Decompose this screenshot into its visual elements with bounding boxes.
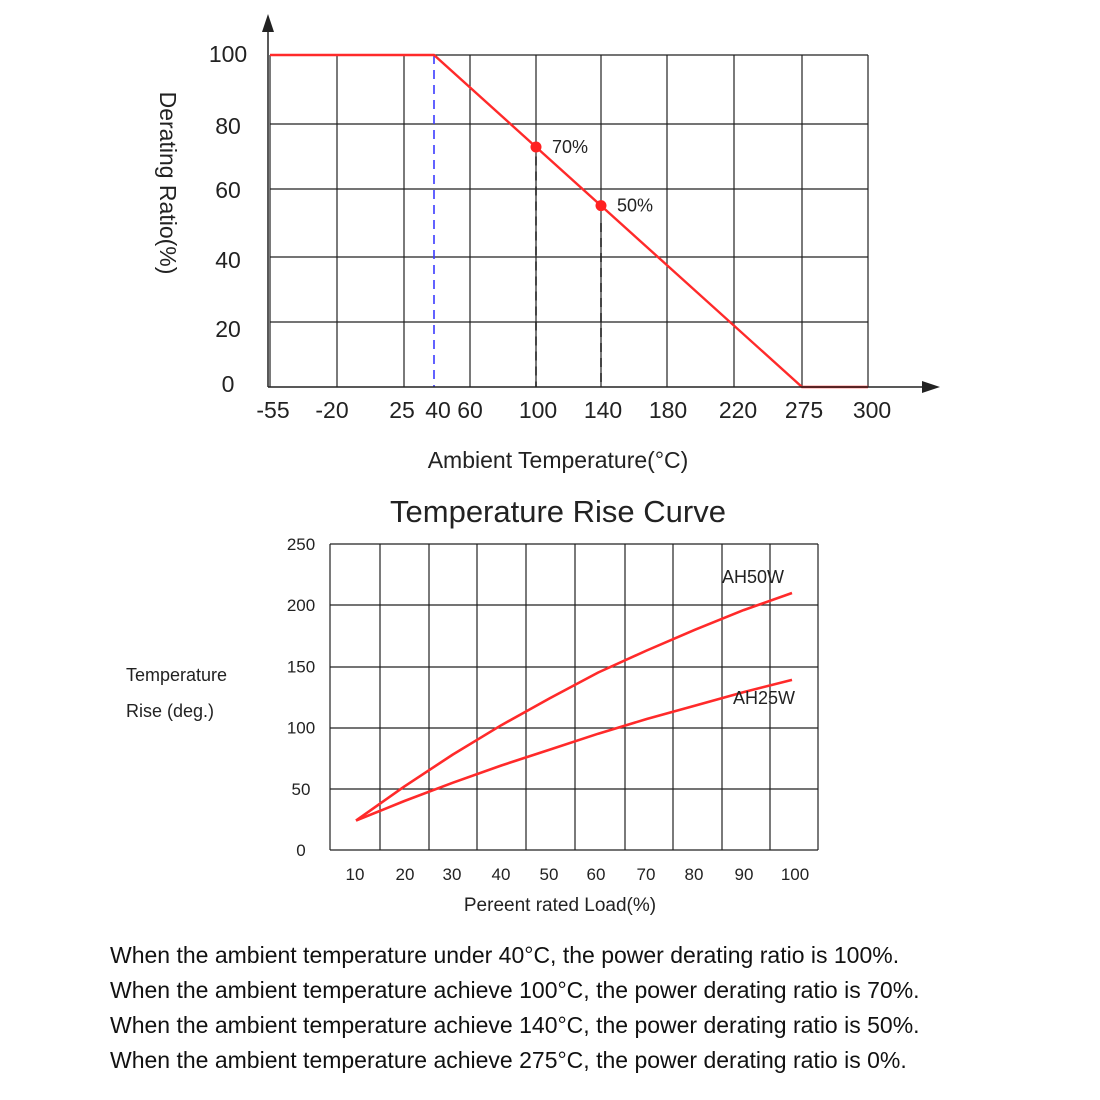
temperature-rise-chart: Temperature Rise Curve AH50W AH25W 10 20 30… bbox=[126, 494, 819, 916]
rise-x-ticks: 10 20 30 40 50 60 70 80 90 100 bbox=[346, 865, 810, 884]
derating-line bbox=[270, 53, 868, 389]
data-point-label: 50% bbox=[617, 196, 653, 216]
y-tick-label: 0 bbox=[222, 371, 235, 397]
x-tick-label: 25 bbox=[389, 397, 415, 423]
x-tick-label: 70 bbox=[637, 865, 656, 884]
rise-series-line bbox=[355, 678, 793, 822]
notes-list: When the ambient temperature under 40°C,… bbox=[110, 938, 920, 1078]
data-point-marker bbox=[530, 141, 542, 153]
series-label-ah50w: AH50W bbox=[722, 567, 784, 587]
derating-series bbox=[270, 53, 868, 389]
x-tick-label: 275 bbox=[785, 397, 823, 423]
rise-y-ticks: 0 50 100 150 200 250 bbox=[287, 535, 315, 860]
x-tick-label: 30 bbox=[443, 865, 462, 884]
rise-y-axis-label-line2: Rise (deg.) bbox=[126, 701, 214, 721]
data-point-label: 70% bbox=[552, 137, 588, 157]
x-tick-label: 50 bbox=[540, 865, 559, 884]
x-tick-label: 40 bbox=[492, 865, 511, 884]
temperature-rise-title: Temperature Rise Curve bbox=[390, 494, 726, 529]
x-tick-label: 100 bbox=[519, 397, 557, 423]
derating-x-axis-label: Ambient Temperature(°C) bbox=[428, 447, 689, 473]
x-tick-label: 100 bbox=[781, 865, 809, 884]
x-tick-label: 60 bbox=[457, 397, 483, 423]
y-tick-label: 60 bbox=[215, 177, 241, 203]
x-tick-label: -20 bbox=[315, 397, 348, 423]
derating-markers: 70% 50% bbox=[530, 137, 653, 216]
rise-grid bbox=[329, 543, 819, 851]
derating-chart: 70%50% -55 -20 25 40 60 100 140 180 220 275 300 02… bbox=[155, 14, 940, 473]
x-tick-label: -55 bbox=[256, 397, 289, 423]
y-tick-label: 50 bbox=[292, 780, 311, 799]
y-tick-label: 40 bbox=[215, 247, 241, 273]
rise-y-axis-label-line1: Temperature bbox=[126, 665, 227, 685]
x-tick-label: 220 bbox=[719, 397, 757, 423]
x-tick-label: 80 bbox=[685, 865, 704, 884]
x-tick-label: 60 bbox=[587, 865, 606, 884]
rise-series-labels: AH50W AH25W bbox=[722, 567, 795, 708]
y-tick-label: 0 bbox=[296, 841, 305, 860]
derating-reference-lines bbox=[433, 55, 602, 387]
y-tick-label: 150 bbox=[287, 657, 315, 676]
rise-x-axis-label: Pereent rated Load(%) bbox=[464, 895, 656, 916]
derating-grid bbox=[269, 54, 869, 387]
x-tick-label: 20 bbox=[396, 865, 415, 884]
derating-x-ticks: -55 -20 25 40 60 100 140 180 220 275 300 bbox=[256, 397, 891, 423]
x-tick-label: 10 bbox=[346, 865, 365, 884]
derating-y-axis-label: Derating Ratio(%) bbox=[155, 92, 181, 275]
data-point-marker bbox=[595, 200, 607, 212]
derating-y-ticks: 0 20 40 60 80 100 bbox=[209, 41, 247, 397]
note-line: When the ambient temperature achieve 100… bbox=[110, 977, 920, 1003]
note-line: When the ambient temperature under 40°C,… bbox=[110, 942, 900, 968]
y-tick-label: 80 bbox=[215, 113, 241, 139]
series-label-ah25w: AH25W bbox=[733, 688, 795, 708]
x-tick-label: 300 bbox=[853, 397, 891, 423]
x-axis-arrow-icon bbox=[922, 381, 940, 393]
x-tick-label: 40 bbox=[425, 397, 451, 423]
y-tick-label: 100 bbox=[287, 719, 315, 738]
rise-series-line bbox=[355, 591, 793, 822]
note-line: When the ambient temperature achieve 140… bbox=[110, 1012, 920, 1038]
y-tick-label: 250 bbox=[287, 535, 315, 554]
y-tick-label: 20 bbox=[215, 316, 241, 342]
y-tick-label: 100 bbox=[209, 41, 247, 67]
note-line: When the ambient temperature achieve 275… bbox=[110, 1047, 907, 1073]
x-tick-label: 90 bbox=[735, 865, 754, 884]
y-axis-arrow-icon bbox=[262, 14, 274, 32]
x-tick-label: 140 bbox=[584, 397, 622, 423]
rise-series bbox=[355, 591, 793, 822]
derating-axes bbox=[262, 14, 940, 393]
y-tick-label: 200 bbox=[287, 596, 315, 615]
x-tick-label: 180 bbox=[649, 397, 687, 423]
